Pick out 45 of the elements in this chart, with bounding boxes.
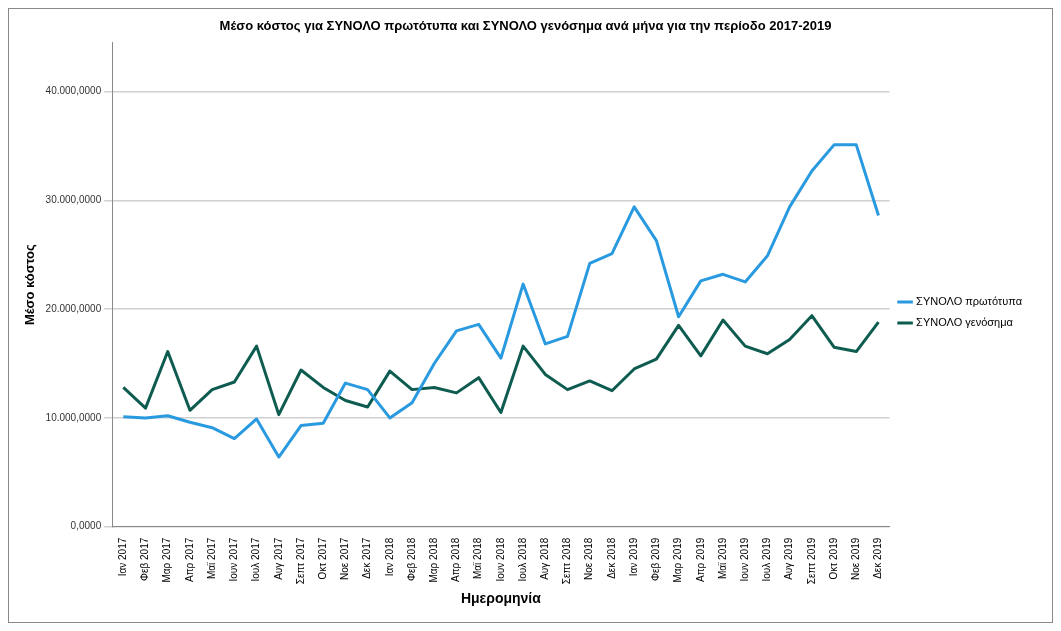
y-tick-label: 40.000,0000 <box>45 85 102 97</box>
x-tick-label: Μαϊ 2019 <box>716 537 728 580</box>
x-tick-label: Αυγ 2019 <box>783 537 795 580</box>
x-tick-label: Μαϊ 2017 <box>205 537 217 580</box>
x-tick-label: Δεκ 2017 <box>361 537 373 579</box>
x-tick-label: Ιαν 2018 <box>383 537 395 577</box>
y-tick-label: 30.000,0000 <box>45 194 102 206</box>
x-tick-label: Οκτ 2019 <box>827 537 839 580</box>
x-tick-label: Μαϊ 2018 <box>472 537 484 580</box>
x-tick-label: Νοε 2018 <box>583 537 595 580</box>
x-tick-label: Φεβ 2019 <box>650 537 662 581</box>
x-tick-label: Απρ 2017 <box>183 537 195 582</box>
y-tick-label: 20.000,0000 <box>45 302 102 314</box>
x-tick-label: Ιαν 2017 <box>117 537 129 577</box>
y-tick-label: 0,0000 <box>70 520 102 532</box>
x-axis-title: Ημερομηνία <box>460 590 542 607</box>
x-tick-label: Δεκ 2019 <box>872 537 884 579</box>
legend-label: ΣΥΝΟΛΟ γενόσημα <box>916 316 1014 329</box>
x-tick-label: Δεκ 2018 <box>605 537 617 579</box>
x-tick-label: Νοε 2017 <box>339 537 351 580</box>
x-tick-label: Οκτ 2017 <box>316 537 328 580</box>
x-tick-label: Νοε 2019 <box>850 537 862 580</box>
x-tick-label: Ιουλ 2019 <box>761 537 773 582</box>
x-tick-label: Μαρ 2017 <box>161 537 173 583</box>
x-tick-label: Ιουν 2018 <box>494 537 506 582</box>
x-tick-label: Σεπτ 2019 <box>805 537 817 585</box>
x-tick-label: Ιουν 2017 <box>228 537 240 582</box>
x-tick-label: Απρ 2018 <box>450 537 462 582</box>
x-tick-label: Σεπτ 2018 <box>561 537 573 585</box>
x-tick-label: Φεβ 2017 <box>139 537 151 581</box>
x-tick-label: Φεβ 2018 <box>405 537 417 581</box>
legend-label: ΣΥΝΟΛΟ πρωτότυπα <box>916 295 1023 308</box>
x-tick-label: Αυγ 2017 <box>272 537 284 580</box>
x-tick-label: Ιαν 2019 <box>627 537 639 577</box>
x-tick-label: Σεπτ 2017 <box>294 537 306 585</box>
x-tick-label: Ιουν 2019 <box>738 537 750 582</box>
x-tick-label: Αυγ 2018 <box>539 537 551 580</box>
x-tick-label: Μαρ 2018 <box>428 537 440 583</box>
y-axis-title: Μέσο κόστος <box>22 243 38 326</box>
x-tick-label: Μαρ 2019 <box>672 537 684 583</box>
chart-title: Μέσο κόστος για ΣΥΝΟΛΟ πρωτότυπα και ΣΥΝΟΛΟ γενόσημα ανά μήνα για την περίοδο 2017-2019 <box>219 18 832 34</box>
x-tick-label: Ιουλ 2017 <box>250 537 262 582</box>
x-tick-label: Ιουλ 2018 <box>516 537 528 582</box>
x-tick-label: Απρ 2019 <box>694 537 706 582</box>
y-tick-label: 10.000,0000 <box>45 411 102 423</box>
